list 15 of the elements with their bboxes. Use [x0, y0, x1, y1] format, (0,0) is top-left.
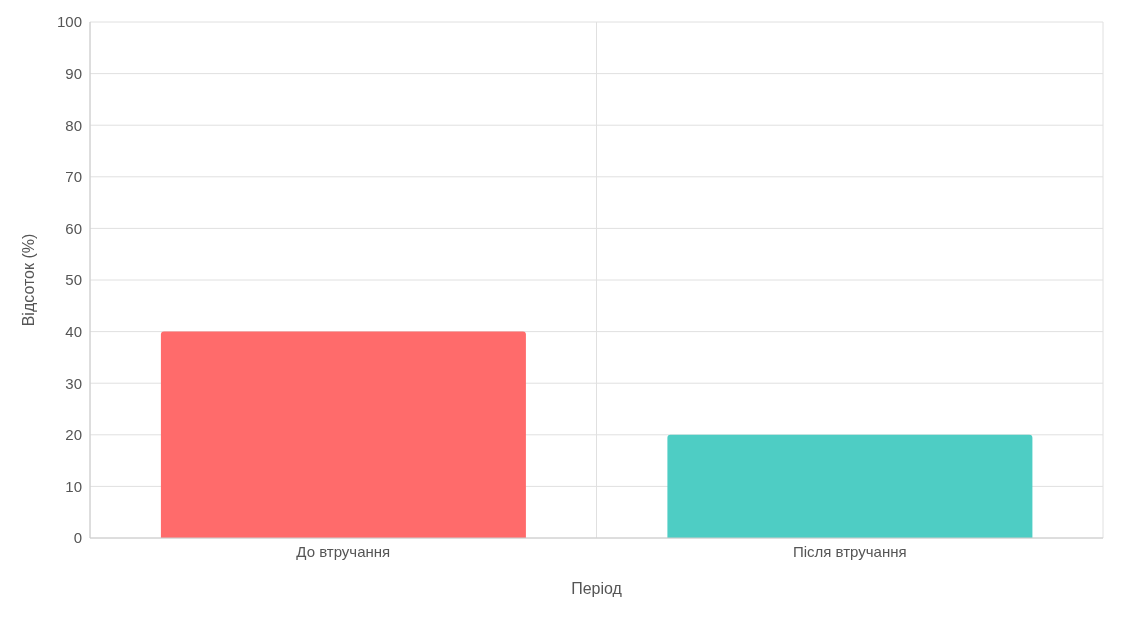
y-tick-label: 0 [73, 529, 82, 547]
y-tick-label: 40 [65, 322, 82, 340]
x-axis-title: Період [571, 580, 623, 597]
y-tick-label: 100 [56, 13, 82, 31]
y-tick-label: 50 [65, 271, 82, 289]
y-tick-label: 60 [65, 219, 82, 237]
y-axis-title: Відсоток (%) [19, 233, 37, 327]
y-tick-label: 80 [65, 116, 82, 134]
y-tick-label: 30 [65, 374, 82, 392]
y-tick-label: 70 [65, 168, 82, 186]
y-tick-label: 20 [65, 426, 82, 444]
x-tick-label: До втручання [296, 542, 391, 560]
y-tick-label: 90 [65, 64, 82, 82]
y-tick-label: 10 [65, 477, 82, 495]
x-tick-label: Після втручання [792, 542, 907, 560]
